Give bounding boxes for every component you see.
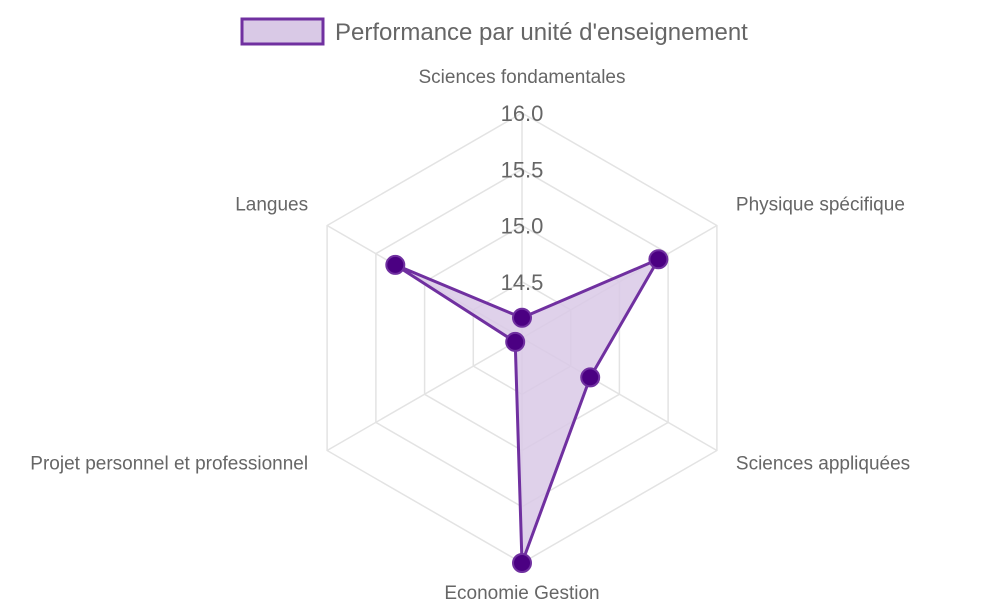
tick-label: 14.5	[501, 270, 544, 295]
radial-tick-labels: 14.5 15.0 15.5 16.0	[501, 101, 544, 295]
axis-label-projet-personnel: Projet personnel et professionnel	[30, 454, 308, 475]
grid-spoke	[326, 337, 523, 452]
data-point	[512, 553, 532, 573]
axis-label-economie-gestion: Economie Gestion	[444, 583, 599, 600]
axis-label-langues: Langues	[235, 195, 308, 216]
data-point	[512, 307, 532, 328]
tick-label: 16.0	[501, 101, 544, 126]
data-point	[385, 254, 406, 275]
axis-labels: Sciences fondamentales Physique spécifiq…	[30, 67, 910, 600]
legend-swatch	[240, 17, 325, 46]
data-point	[648, 249, 669, 270]
tick-label: 15.5	[501, 157, 544, 182]
axis-label-sciences-appliquees: Sciences appliquées	[736, 454, 910, 475]
data-point	[580, 367, 601, 388]
axis-label-physique-specifique: Physique spécifique	[736, 195, 905, 216]
legend-label: Performance par unité d'enseignement	[335, 19, 748, 46]
axis-label-sciences-fondamentales: Sciences fondamentales	[418, 67, 625, 88]
tick-label: 15.0	[501, 214, 544, 239]
legend[interactable]: Performance par unité d'enseignement	[240, 17, 748, 46]
data-point	[505, 331, 526, 352]
series-layer	[385, 249, 669, 573]
series-area	[393, 257, 660, 565]
